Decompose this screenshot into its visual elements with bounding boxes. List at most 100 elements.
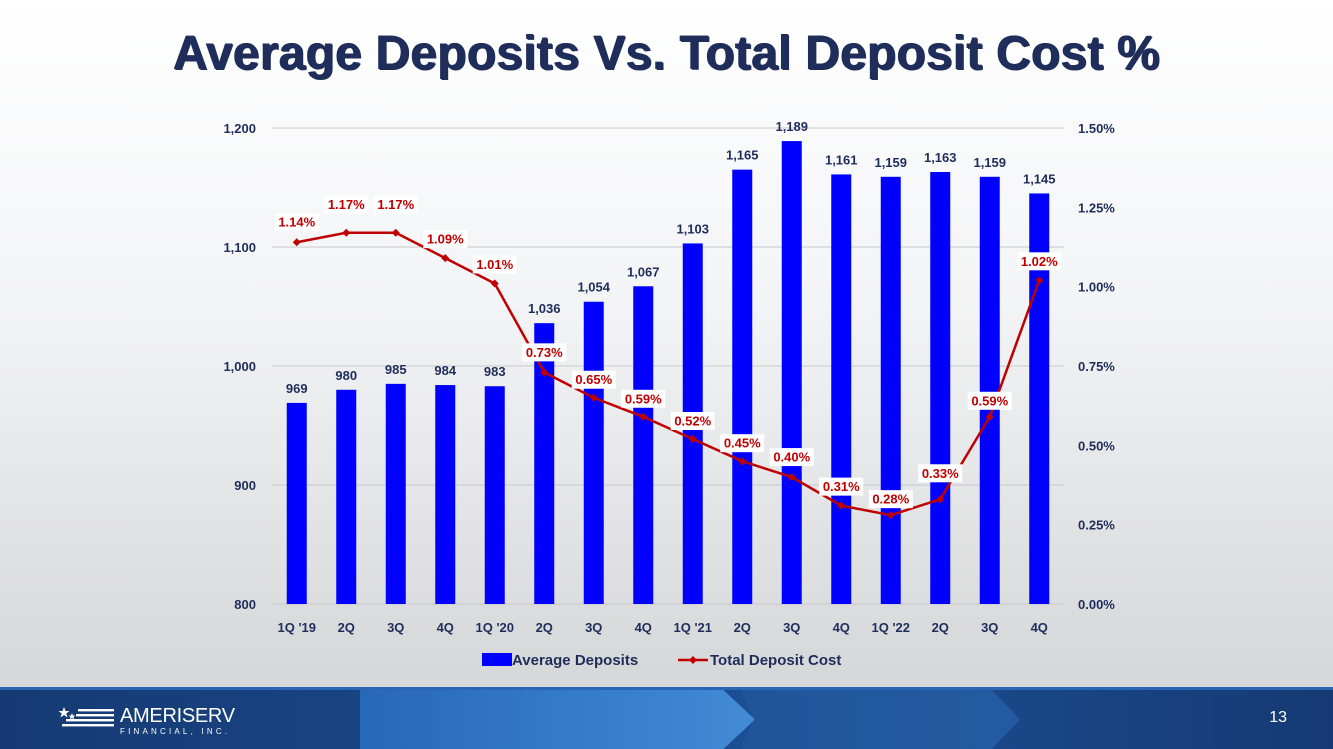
bar-value-label: 1,036	[528, 301, 561, 316]
right-tick-label: 0.00%	[1078, 597, 1115, 612]
right-axis-ticks: 0.00% 0.25% 0.50% 0.75% 1.00% 1.25% 1.50%	[1078, 121, 1115, 612]
line-data-labels: 1.14% 1.17% 1.17% 1.09% 1.01% 0.73% 0.65% 0.59%…	[274, 195, 1062, 509]
line-label-box	[621, 389, 666, 408]
line-value-label: 0.52%	[674, 413, 711, 428]
bar-value-label: 984	[434, 363, 456, 378]
line-marker	[589, 393, 598, 402]
line-label-box	[720, 434, 765, 453]
line-value-label: 0.28%	[872, 492, 909, 507]
line-marker	[639, 412, 648, 421]
x-tick-label: 1Q '22	[871, 620, 910, 635]
line-value-label: 1.17%	[377, 197, 414, 212]
brand-subtitle: FINANCIAL, INC.	[120, 727, 231, 736]
line-label-box	[373, 195, 418, 214]
right-tick-label: 0.75%	[1078, 359, 1115, 374]
line-value-label: 1.17%	[328, 197, 365, 212]
line-marker	[391, 228, 400, 237]
line-marker	[985, 412, 994, 421]
line-path	[296, 231, 1041, 517]
bar-value-label: 980	[335, 368, 357, 383]
bar-series-average-deposits	[286, 141, 1050, 605]
bar-value-label: 1,165	[726, 148, 759, 163]
bar	[484, 386, 505, 604]
bar-value-label: 983	[484, 364, 506, 379]
line-label-box	[324, 195, 369, 214]
line-label-box	[967, 391, 1012, 410]
line-marker	[1035, 276, 1044, 285]
line-marker	[490, 279, 499, 288]
line-marker	[342, 228, 351, 237]
right-tick-label: 0.50%	[1078, 438, 1115, 453]
x-tick-label: 1Q '20	[475, 620, 514, 635]
bar	[435, 385, 456, 604]
x-tick-label: 3Q	[981, 620, 998, 635]
bar-value-label: 1,103	[676, 221, 709, 236]
bar	[336, 389, 357, 604]
bar	[534, 323, 555, 604]
right-tick-label: 1.00%	[1078, 280, 1115, 295]
bar-value-label: 1,189	[775, 119, 808, 134]
line-label-box	[769, 448, 814, 467]
line-label-box	[472, 255, 517, 274]
company-logo: AMERISERV FINANCIAL, INC.	[58, 703, 258, 737]
line-series-total-deposit-cost	[292, 228, 1044, 520]
line-value-label: 0.31%	[823, 479, 860, 494]
x-tick-label: 1Q '19	[277, 620, 316, 635]
bar	[781, 141, 802, 604]
line-label-box	[819, 477, 864, 496]
x-tick-label: 3Q	[783, 620, 800, 635]
line-value-label: 1.09%	[427, 232, 464, 247]
bar	[979, 176, 1000, 605]
bar-value-label: 985	[385, 362, 407, 377]
x-tick-label: 2Q	[734, 620, 751, 635]
line-marker	[441, 254, 450, 263]
x-axis-labels: 1Q '19 2Q 3Q 4Q 1Q '20 2Q 3Q 4Q 1Q '21 2Q 3Q 4Q 1Q '…	[277, 620, 1047, 635]
left-tick-label: 1,100	[223, 240, 256, 255]
line-value-label: 0.45%	[724, 436, 761, 451]
x-tick-label: 2Q	[338, 620, 355, 635]
bar-value-label: 1,159	[874, 155, 907, 170]
line-marker	[738, 457, 747, 466]
line-label-box	[868, 490, 913, 509]
line-marker	[787, 473, 796, 482]
line-label-box	[918, 464, 963, 483]
line-label-box	[1017, 252, 1062, 271]
bar-value-label: 1,145	[1023, 171, 1056, 186]
line-value-label: 1.14%	[278, 215, 315, 230]
bar	[385, 383, 406, 604]
line-label-box	[670, 411, 715, 430]
bar-value-label: 1,159	[973, 155, 1006, 170]
legend-marker	[689, 656, 697, 664]
left-tick-label: 900	[234, 478, 256, 493]
line-value-label: 0.59%	[625, 391, 662, 406]
line-marker	[886, 511, 895, 520]
left-axis-ticks: 800 900 1,000 1,100 1,200	[223, 121, 256, 612]
line-value-label: 1.01%	[476, 257, 513, 272]
x-tick-label: 3Q	[585, 620, 602, 635]
line-marker	[688, 434, 697, 443]
left-tick-label: 1,200	[223, 121, 256, 136]
bar	[880, 176, 901, 605]
line-marker	[936, 495, 945, 504]
legend-label-total-deposit-cost: Total Deposit Cost	[710, 652, 841, 669]
bar	[583, 301, 604, 604]
flag-icon	[58, 707, 114, 727]
line-value-label: 0.59%	[971, 393, 1008, 408]
page-number: 13	[1269, 709, 1287, 726]
x-tick-label: 3Q	[387, 620, 404, 635]
right-tick-label: 1.50%	[1078, 121, 1115, 136]
left-tick-label: 1,000	[223, 359, 256, 374]
legend: Average Deposits Total Deposit Cost	[482, 652, 841, 669]
footer-chevron	[360, 690, 755, 749]
brand-name: AMERISERV	[120, 705, 235, 727]
x-tick-label: 1Q '21	[673, 620, 712, 635]
line-value-label: 1.02%	[1021, 254, 1058, 269]
line-value-label: 0.33%	[922, 466, 959, 481]
bar-value-label: 1,067	[627, 264, 660, 279]
combo-chart: 800 900 1,000 1,100 1,200 0.00% 0.25% 0.50% 0.7…	[223, 119, 1115, 669]
bar-data-labels: 969 980 985 984 983 1,036 1,054 1,067 1,103 1,165…	[286, 119, 1056, 396]
line-marker	[540, 368, 549, 377]
line-value-label: 0.40%	[773, 450, 810, 465]
line-label-box	[274, 213, 319, 232]
bar	[286, 402, 307, 604]
